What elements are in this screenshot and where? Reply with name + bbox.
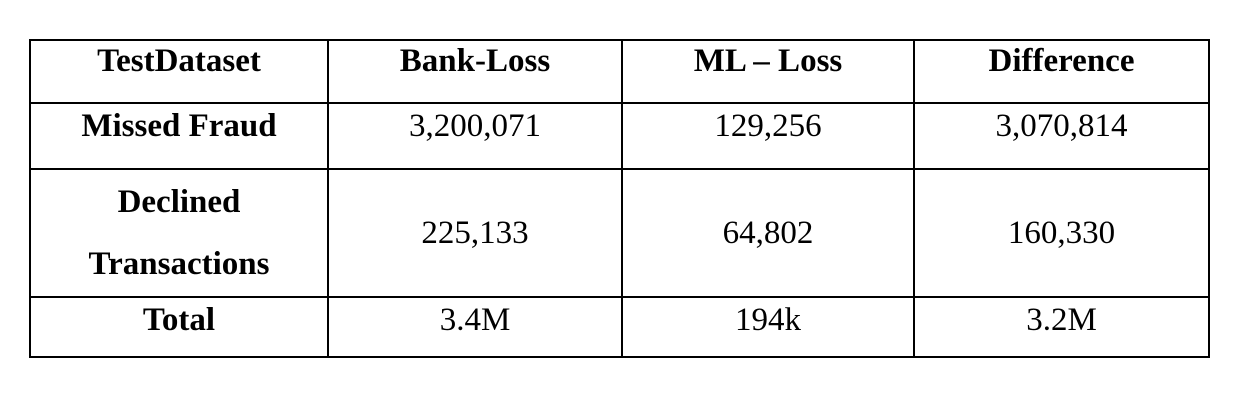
column-header-difference: Difference [913, 39, 1210, 104]
cell-bank-loss: 3.4M [327, 296, 623, 358]
column-header-ml-loss: ML – Loss [621, 39, 915, 104]
cell-difference: 3,070,814 [913, 102, 1210, 170]
cell-difference: 160,330 [913, 168, 1210, 298]
results-table: TestDataset Bank-Loss ML – Loss Differen… [29, 39, 1210, 358]
row-label-line-1: Declined [117, 184, 241, 220]
row-label-line-2: Transactions [88, 246, 270, 282]
row-label-missed-fraud: Missed Fraud [29, 102, 329, 170]
header-row: TestDataset Bank-Loss ML – Loss Differen… [29, 39, 1210, 104]
column-header-testdataset: TestDataset [29, 39, 329, 104]
table-row-declined-transactions: Declined Transactions 225,133 64,802 160… [29, 168, 1210, 298]
cell-ml-loss: 129,256 [621, 102, 915, 170]
table-row-missed-fraud: Missed Fraud 3,200,071 129,256 3,070,814 [29, 102, 1210, 170]
cell-bank-loss: 3,200,071 [327, 102, 623, 170]
cell-difference: 3.2M [913, 296, 1210, 358]
row-label-declined-transactions: Declined Transactions [29, 168, 329, 298]
cell-ml-loss: 64,802 [621, 168, 915, 298]
cell-bank-loss: 225,133 [327, 168, 623, 298]
column-header-bank-loss: Bank-Loss [327, 39, 623, 104]
cell-ml-loss: 194k [621, 296, 915, 358]
row-label-total: Total [29, 296, 329, 358]
table-row-total: Total 3.4M 194k 3.2M [29, 296, 1210, 358]
